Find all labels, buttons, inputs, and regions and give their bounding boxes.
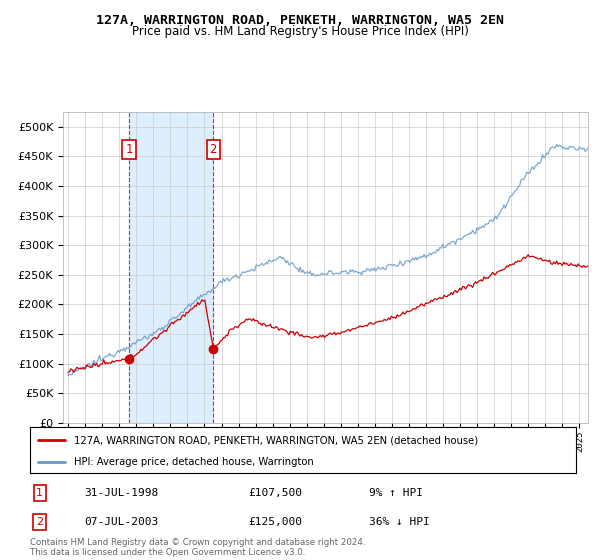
Text: HPI: Average price, detached house, Warrington: HPI: Average price, detached house, Warr… <box>74 457 313 466</box>
Text: £125,000: £125,000 <box>248 517 302 527</box>
Text: 2: 2 <box>209 143 217 156</box>
Text: £107,500: £107,500 <box>248 488 302 498</box>
Text: 07-JUL-2003: 07-JUL-2003 <box>85 517 159 527</box>
Text: 1: 1 <box>37 488 43 498</box>
Text: 127A, WARRINGTON ROAD, PENKETH, WARRINGTON, WA5 2EN: 127A, WARRINGTON ROAD, PENKETH, WARRINGT… <box>96 14 504 27</box>
Text: 1: 1 <box>125 143 133 156</box>
Text: 31-JUL-1998: 31-JUL-1998 <box>85 488 159 498</box>
Text: 9% ↑ HPI: 9% ↑ HPI <box>368 488 422 498</box>
Bar <box>129 112 214 423</box>
Text: 127A, WARRINGTON ROAD, PENKETH, WARRINGTON, WA5 2EN (detached house): 127A, WARRINGTON ROAD, PENKETH, WARRINGT… <box>74 435 478 445</box>
Text: Contains HM Land Registry data © Crown copyright and database right 2024.
This d: Contains HM Land Registry data © Crown c… <box>30 538 365 557</box>
Text: 36% ↓ HPI: 36% ↓ HPI <box>368 517 429 527</box>
Text: 2: 2 <box>36 517 43 527</box>
Text: Price paid vs. HM Land Registry's House Price Index (HPI): Price paid vs. HM Land Registry's House … <box>131 25 469 38</box>
